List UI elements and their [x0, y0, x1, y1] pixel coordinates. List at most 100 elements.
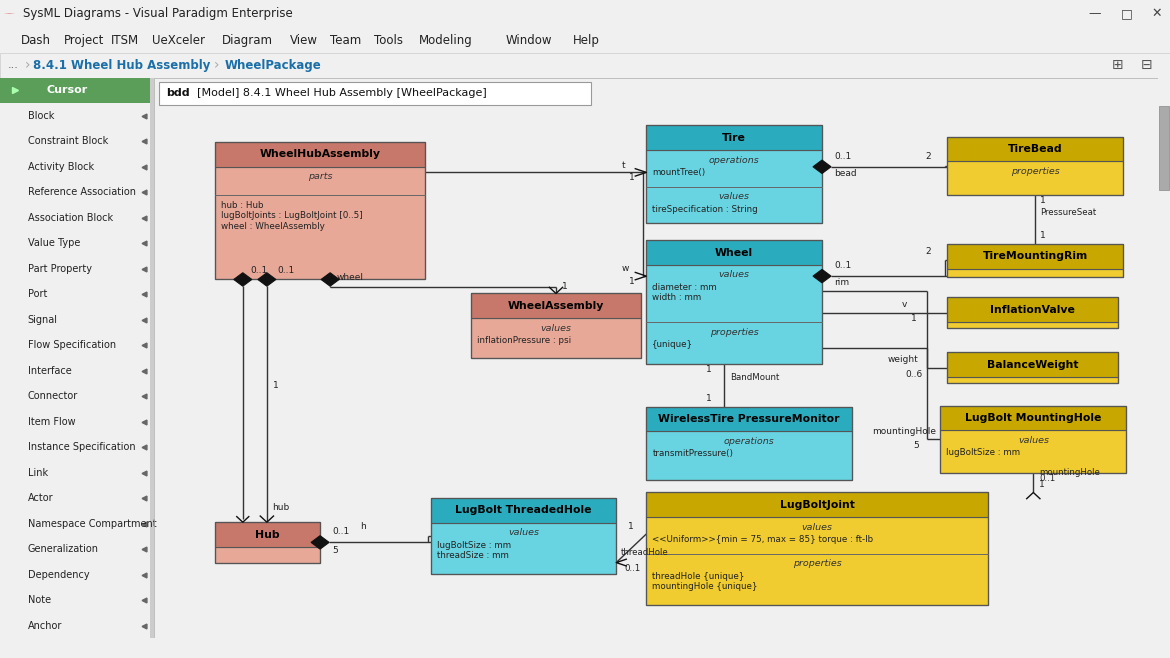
Text: Hub: Hub — [255, 530, 280, 540]
Text: hub : Hub: hub : Hub — [221, 201, 263, 209]
Text: Tire: Tire — [722, 133, 746, 143]
Text: 0..1: 0..1 — [625, 564, 640, 572]
Text: 0..6: 0..6 — [906, 370, 923, 379]
Text: transmitPressure(): transmitPressure() — [653, 449, 734, 459]
Bar — [431, 522, 617, 574]
Bar — [646, 265, 823, 364]
Text: values: values — [541, 324, 571, 333]
Text: 1: 1 — [562, 282, 567, 291]
Text: LugBoltJoint: LugBoltJoint — [779, 500, 854, 510]
Bar — [646, 407, 852, 480]
Text: LugBolt MountingHole: LugBolt MountingHole — [965, 413, 1101, 423]
Bar — [214, 547, 321, 563]
Text: mountingHole: mountingHole — [1039, 468, 1100, 477]
Text: Item Flow: Item Flow — [28, 417, 75, 426]
Bar — [948, 377, 1119, 383]
Text: ⊟: ⊟ — [1141, 58, 1152, 72]
Text: Connector: Connector — [28, 391, 78, 401]
Bar — [214, 142, 426, 280]
Bar — [646, 432, 852, 480]
Text: wheel: wheel — [336, 273, 363, 282]
Text: 0..1: 0..1 — [277, 266, 294, 275]
Text: 0..1: 0..1 — [1039, 474, 1055, 483]
Text: 2: 2 — [925, 247, 931, 256]
Text: parts: parts — [308, 172, 332, 182]
Bar — [214, 522, 321, 547]
Bar — [948, 297, 1119, 322]
Text: ITSM: ITSM — [111, 34, 139, 47]
Text: Modeling: Modeling — [419, 34, 473, 47]
Text: weight: weight — [887, 355, 918, 365]
Bar — [214, 166, 426, 280]
Bar — [941, 405, 1127, 430]
Text: 0..1: 0..1 — [834, 261, 852, 270]
Text: threadSize : mm: threadSize : mm — [436, 551, 509, 561]
Bar — [941, 430, 1127, 473]
Text: Association Block: Association Block — [28, 213, 113, 223]
Text: 0..1: 0..1 — [834, 152, 852, 161]
Text: Interface: Interface — [28, 366, 71, 376]
Bar — [948, 352, 1119, 377]
Bar — [646, 240, 823, 265]
Bar — [646, 125, 823, 150]
Bar — [646, 240, 823, 364]
Text: wheel : WheelAssembly: wheel : WheelAssembly — [221, 222, 324, 231]
Text: Link: Link — [28, 468, 48, 478]
Text: 1: 1 — [1039, 480, 1045, 489]
Text: 0..1: 0..1 — [250, 266, 268, 275]
Text: Anchor: Anchor — [28, 620, 62, 630]
Text: threadHole {unique}: threadHole {unique} — [653, 572, 745, 580]
Text: InflationValve: InflationValve — [990, 305, 1075, 315]
Text: mountTree(): mountTree() — [653, 168, 706, 177]
Bar — [948, 161, 1123, 195]
Text: values: values — [508, 528, 539, 538]
Text: BandMount: BandMount — [730, 373, 779, 382]
Bar — [948, 244, 1123, 276]
Text: □: □ — [1121, 7, 1133, 20]
Text: ⊞: ⊞ — [1112, 58, 1123, 72]
Bar — [646, 492, 987, 517]
Text: t: t — [621, 161, 625, 170]
Text: h: h — [360, 522, 366, 531]
Text: [Model] 8.4.1 Wheel Hub Assembly [WheelPackage]: [Model] 8.4.1 Wheel Hub Assembly [WheelP… — [197, 88, 487, 98]
Text: values: values — [801, 522, 833, 532]
Bar — [948, 322, 1119, 328]
Text: operations: operations — [709, 155, 759, 164]
Text: ›: › — [214, 58, 220, 72]
Text: 0..1: 0..1 — [332, 526, 350, 536]
Text: WheelAssembly: WheelAssembly — [508, 301, 604, 311]
Text: Dash: Dash — [21, 34, 51, 47]
Text: WheelPackage: WheelPackage — [225, 59, 322, 72]
Text: v: v — [901, 301, 907, 309]
Text: WheelHubAssembly: WheelHubAssembly — [260, 149, 380, 159]
Bar — [948, 136, 1123, 161]
Text: 1: 1 — [911, 314, 917, 323]
Text: Actor: Actor — [28, 493, 54, 503]
Bar — [470, 293, 641, 358]
Bar — [646, 407, 852, 432]
Bar — [948, 297, 1119, 328]
Bar — [646, 517, 987, 605]
Bar — [470, 293, 641, 318]
Text: <<Uniform>>{min = 75, max = 85} torque : ft-lb: <<Uniform>>{min = 75, max = 85} torque :… — [653, 535, 874, 544]
Text: Team: Team — [330, 34, 362, 47]
Text: Window: Window — [505, 34, 552, 47]
Text: 1: 1 — [1040, 197, 1046, 205]
Polygon shape — [321, 272, 339, 286]
Bar — [214, 522, 321, 563]
Text: Cursor: Cursor — [47, 86, 88, 95]
Bar — [214, 142, 426, 166]
Text: tireSpecification : String: tireSpecification : String — [653, 205, 758, 214]
Polygon shape — [257, 272, 276, 286]
Text: 1: 1 — [706, 365, 711, 374]
Text: Part Property: Part Property — [28, 264, 91, 274]
Text: properties: properties — [1011, 166, 1060, 176]
Text: Instance Specification: Instance Specification — [28, 442, 136, 452]
Text: Note: Note — [28, 595, 51, 605]
Text: Generalization: Generalization — [28, 544, 98, 554]
Bar — [431, 498, 617, 522]
Text: values: values — [718, 192, 750, 201]
Text: 1: 1 — [629, 174, 635, 182]
Text: Block: Block — [28, 111, 54, 121]
Polygon shape — [311, 536, 329, 549]
